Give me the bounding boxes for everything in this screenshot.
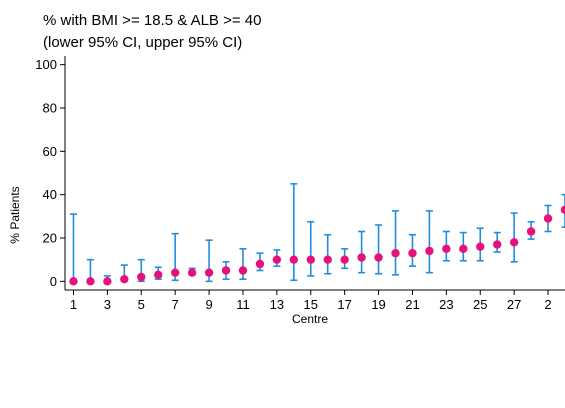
x-tick-label: 5 — [138, 297, 145, 312]
x-tick-label: 25 — [473, 297, 487, 312]
x-tick-label: 9 — [205, 297, 212, 312]
y-tick-label: 100 — [35, 57, 57, 72]
x-axis-label: Centre — [292, 312, 328, 326]
y-tick-label: 80 — [43, 101, 57, 116]
x-tick-label: 13 — [270, 297, 284, 312]
data-point — [238, 266, 248, 275]
data-point — [154, 270, 163, 280]
data-point — [272, 255, 282, 264]
data-point — [204, 268, 214, 277]
data-point — [374, 253, 383, 262]
data-point — [289, 255, 299, 264]
data-point — [137, 272, 146, 282]
data-point — [170, 268, 180, 277]
data-point — [476, 242, 485, 251]
x-tick-label: 17 — [337, 297, 351, 312]
data-point — [408, 248, 417, 258]
data-point — [509, 238, 519, 247]
data-point — [526, 227, 536, 236]
data-point — [493, 240, 502, 249]
y-tick-label: 0 — [50, 274, 57, 289]
x-tick-label: 1 — [70, 297, 77, 312]
x-tick-label: 15 — [304, 297, 318, 312]
y-tick-label: 60 — [43, 144, 57, 159]
x-tick-label: 2 — [544, 297, 551, 312]
x-tick-label: 7 — [172, 297, 179, 312]
y-tick-label: 20 — [43, 231, 57, 246]
data-point — [120, 274, 129, 284]
data-point — [459, 244, 468, 254]
data-point — [442, 244, 451, 254]
data-point — [391, 248, 400, 258]
x-tick-label: 27 — [507, 297, 521, 312]
y-tick-label: 40 — [43, 187, 57, 202]
data-point — [357, 253, 366, 262]
x-tick-label: 19 — [371, 297, 385, 312]
x-tick-label: 23 — [439, 297, 453, 312]
y-axis-label: % Patients — [8, 186, 22, 243]
data-point — [306, 255, 315, 264]
data-point — [560, 205, 565, 215]
chart-title: % with BMI >= 18.5 & ALB >= 40 — [43, 12, 261, 29]
data-point — [187, 268, 197, 277]
data-point — [425, 246, 434, 256]
data-point — [543, 214, 553, 223]
x-tick-label: 3 — [104, 297, 111, 312]
chart-subtitle: (lower 95% CI, upper 95% CI) — [43, 34, 242, 51]
x-tick-label: 11 — [236, 297, 250, 312]
data-point — [69, 277, 78, 286]
data-point — [103, 277, 112, 286]
x-tick-label: 21 — [405, 297, 419, 312]
data-point — [255, 259, 265, 269]
data-point — [221, 266, 231, 275]
data-point — [86, 277, 95, 286]
data-point — [340, 255, 349, 264]
data-point — [323, 255, 332, 264]
